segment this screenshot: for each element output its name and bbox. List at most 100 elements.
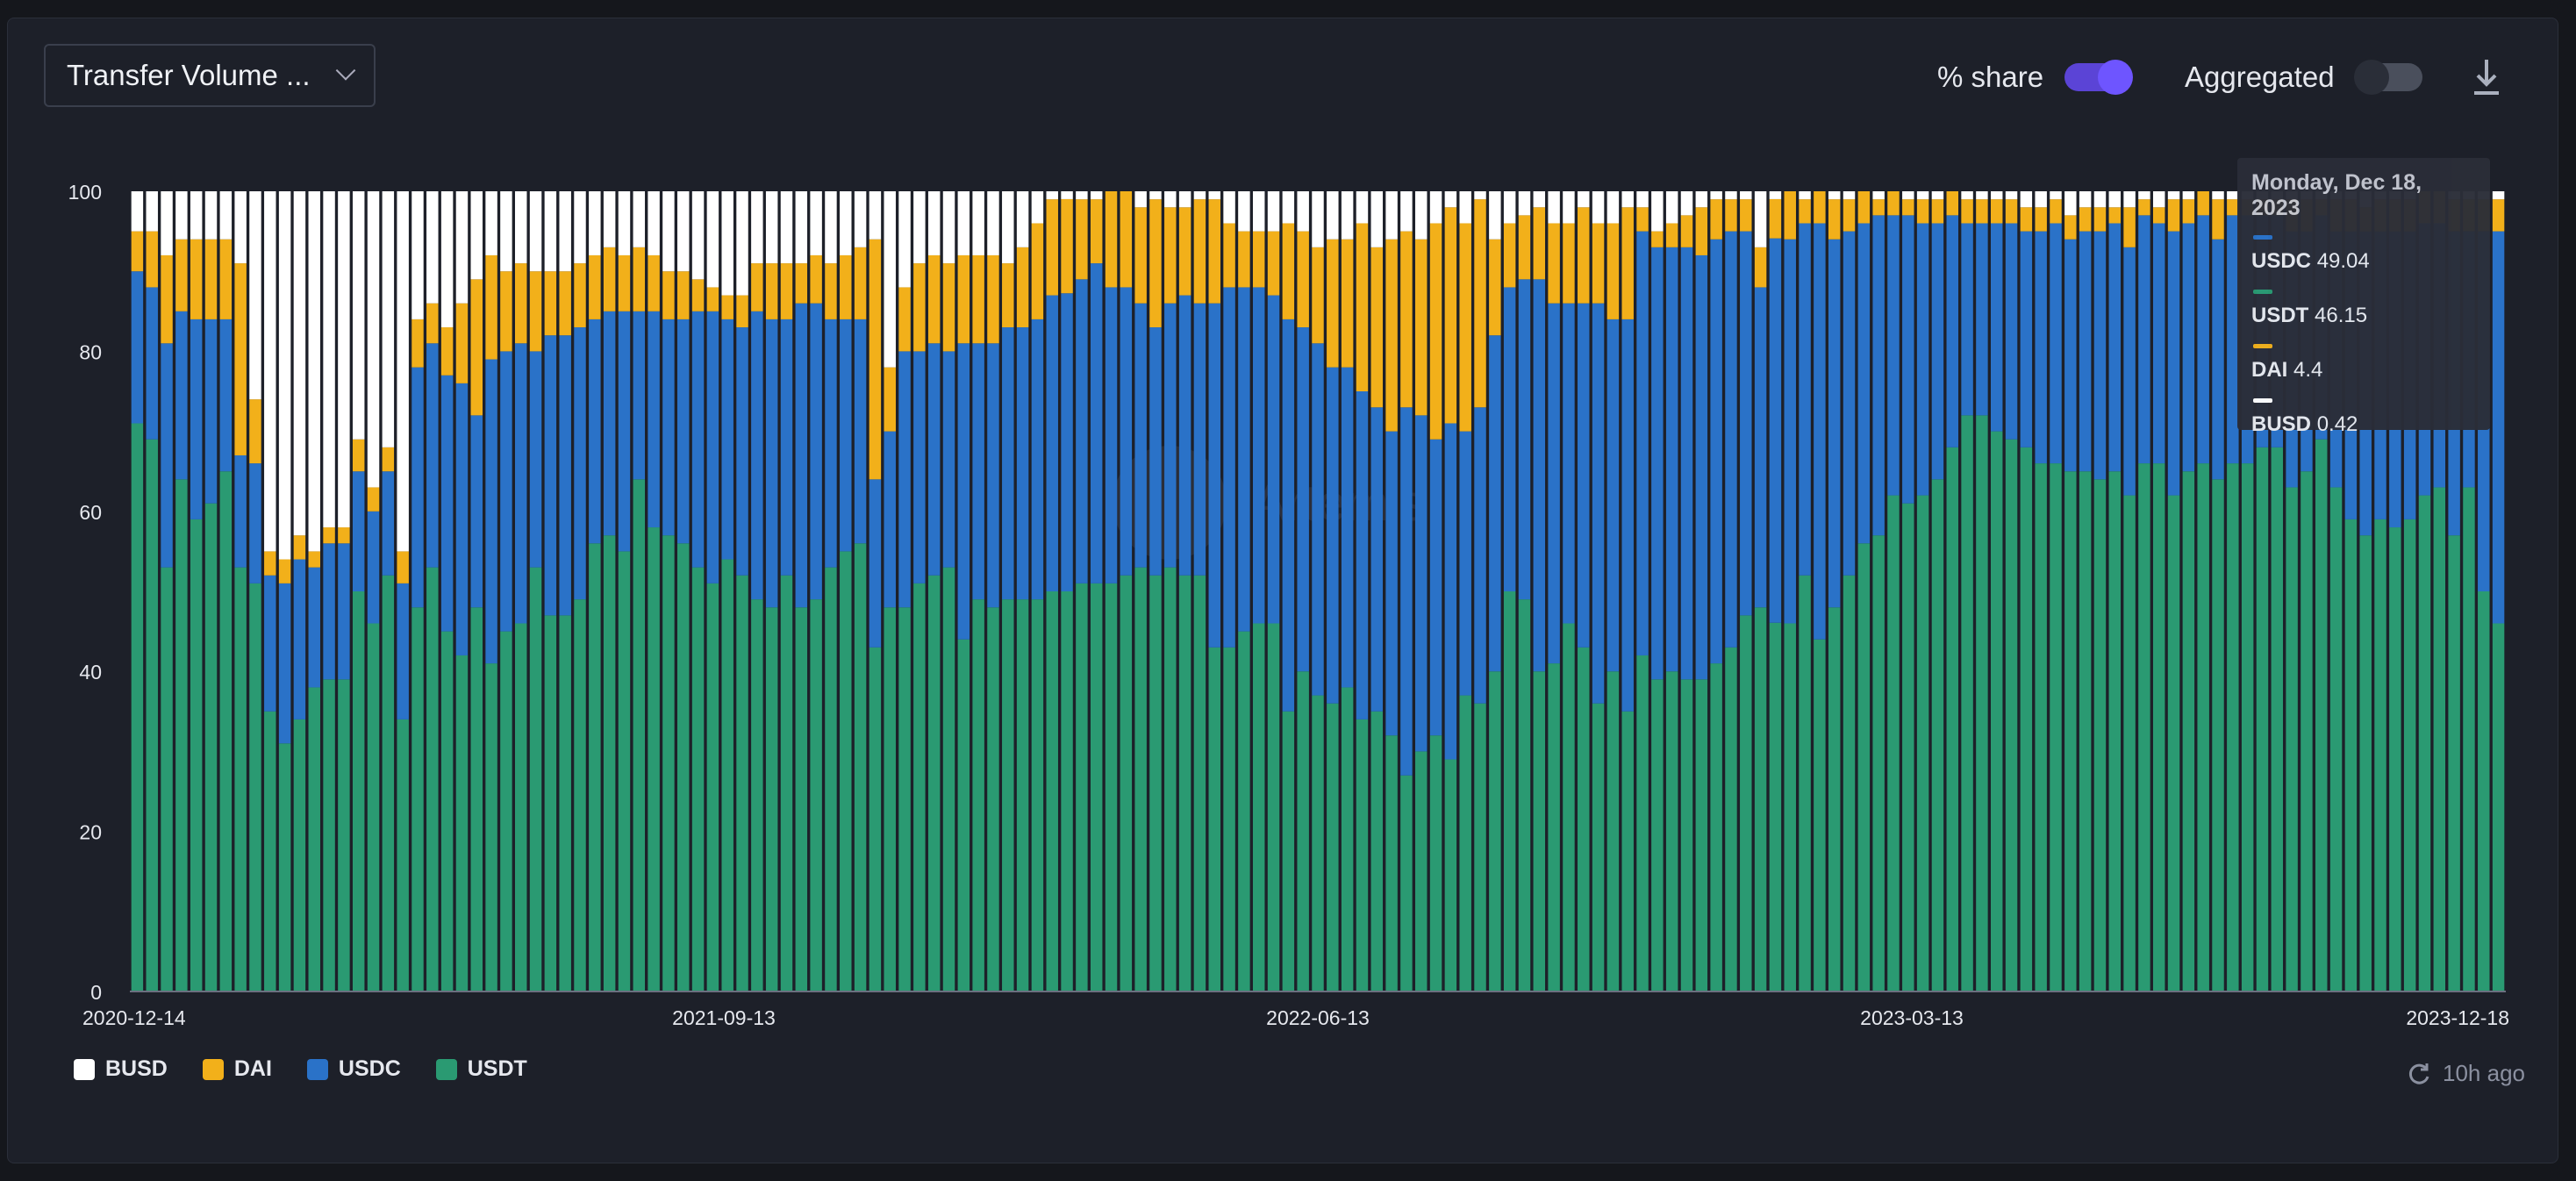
bar-segment-usdt[interactable]: [1754, 607, 1767, 991]
bar-segment-dai[interactable]: [219, 239, 233, 319]
bar-segment-usdt[interactable]: [1016, 599, 1029, 991]
bar-segment-dai[interactable]: [1651, 231, 1664, 247]
bar-segment-busd[interactable]: [1518, 191, 1531, 216]
bar-segment-dai[interactable]: [825, 263, 837, 319]
bar-segment-usdc[interactable]: [1946, 215, 1958, 447]
bar-segment-dai[interactable]: [2227, 199, 2239, 216]
bar-segment-usdt[interactable]: [1828, 607, 1841, 991]
bar-segment-usdc[interactable]: [1725, 231, 1737, 648]
bar-segment-usdt[interactable]: [161, 567, 173, 991]
bar-segment-usdc[interactable]: [1665, 247, 1678, 672]
bar-segment-busd[interactable]: [751, 191, 763, 264]
bar-segment-busd[interactable]: [338, 191, 350, 528]
bar-segment-usdc[interactable]: [765, 319, 778, 608]
bar-segment-usdt[interactable]: [603, 535, 616, 991]
bar-segment-dai[interactable]: [2079, 207, 2092, 232]
bar-segment-dai[interactable]: [987, 254, 999, 344]
bar-segment-busd[interactable]: [1916, 191, 1929, 200]
bar-segment-busd[interactable]: [1031, 191, 1044, 224]
bar-segment-dai[interactable]: [470, 279, 483, 416]
bar-segment-usdt[interactable]: [2448, 535, 2460, 991]
bar-segment-dai[interactable]: [2020, 207, 2033, 232]
bar-segment-usdc[interactable]: [1636, 231, 1649, 655]
bar-segment-busd[interactable]: [293, 191, 306, 536]
bar-segment-usdc[interactable]: [1680, 247, 1693, 680]
bar-segment-usdt[interactable]: [1193, 575, 1206, 991]
bar-segment-usdt[interactable]: [146, 439, 158, 992]
bar-segment-usdc[interactable]: [2064, 239, 2077, 472]
bar-segment-usdc[interactable]: [1356, 391, 1369, 719]
bar-segment-usdc[interactable]: [648, 311, 660, 528]
bar-segment-dai[interactable]: [1695, 207, 1708, 255]
bar-segment-dai[interactable]: [618, 254, 631, 311]
bar-segment-busd[interactable]: [1061, 191, 1073, 199]
bar-segment-dai[interactable]: [2035, 207, 2047, 232]
bar-segment-usdc[interactable]: [323, 543, 335, 680]
bar-segment-usdc[interactable]: [751, 311, 763, 600]
bar-segment-usdt[interactable]: [633, 479, 646, 991]
bar-segment-dai[interactable]: [1046, 199, 1058, 296]
bar-segment-dai[interactable]: [1016, 247, 1029, 328]
bar-segment-busd[interactable]: [1725, 191, 1737, 200]
bar-segment-dai[interactable]: [1857, 191, 1871, 224]
bar-segment-dai[interactable]: [854, 247, 867, 319]
bar-segment-usdc[interactable]: [2153, 223, 2165, 464]
bar-segment-usdt[interactable]: [293, 719, 306, 991]
bar-segment-usdt[interactable]: [1297, 671, 1309, 991]
bar-segment-busd[interactable]: [219, 191, 233, 240]
bar-segment-dai[interactable]: [2123, 207, 2136, 247]
bar-segment-dai[interactable]: [1164, 207, 1177, 304]
bar-segment-usdt[interactable]: [1976, 415, 1988, 991]
bar-segment-usdt[interactable]: [2093, 479, 2107, 991]
metric-select[interactable]: Transfer Volume ...: [44, 44, 376, 107]
bar-segment-busd[interactable]: [1961, 191, 1973, 200]
bar-segment-dai[interactable]: [721, 295, 733, 319]
bar-segment-dai[interactable]: [1193, 199, 1206, 304]
bar-segment-usdt[interactable]: [1857, 543, 1871, 991]
bar-segment-busd[interactable]: [987, 191, 999, 255]
bar-segment-usdc[interactable]: [987, 343, 999, 608]
bar-segment-dai[interactable]: [1503, 223, 1516, 288]
bar-segment-dai[interactable]: [338, 527, 350, 544]
bar-segment-dai[interactable]: [1208, 199, 1220, 304]
bar-segment-dai[interactable]: [706, 287, 719, 311]
bar-segment-usdc[interactable]: [264, 575, 276, 712]
bar-segment-usdc[interactable]: [2138, 215, 2150, 464]
bar-segment-usdc[interactable]: [2197, 215, 2209, 464]
bar-segment-dai[interactable]: [455, 303, 469, 383]
bar-segment-usdt[interactable]: [1710, 663, 1722, 991]
bar-segment-usdt[interactable]: [706, 583, 719, 991]
bar-segment-usdc[interactable]: [470, 415, 483, 608]
bar-segment-usdt[interactable]: [1002, 599, 1014, 991]
bar-segment-usdc[interactable]: [1061, 293, 1073, 591]
bar-segment-usdt[interactable]: [1533, 671, 1546, 991]
bar-segment-usdt[interactable]: [1120, 575, 1133, 991]
bar-segment-usdt[interactable]: [1252, 623, 1265, 991]
bar-segment-usdc[interactable]: [1282, 319, 1295, 712]
bar-segment-usdt[interactable]: [2064, 471, 2077, 991]
bar-segment-usdt[interactable]: [1503, 591, 1516, 991]
bar-segment-busd[interactable]: [308, 191, 320, 552]
bar-segment-busd[interactable]: [1090, 191, 1103, 200]
bar-segment-busd[interactable]: [411, 191, 424, 319]
bar-segment-usdc[interactable]: [884, 431, 896, 608]
bar-segment-usdc[interactable]: [1740, 231, 1752, 616]
bar-segment-usdt[interactable]: [795, 607, 808, 991]
bar-segment-usdc[interactable]: [352, 471, 365, 591]
bar-segment-usdc[interactable]: [662, 319, 675, 536]
bar-segment-dai[interactable]: [1636, 207, 1649, 232]
bar-segment-usdc[interactable]: [529, 351, 542, 568]
bar-segment-busd[interactable]: [1578, 191, 1590, 208]
bar-segment-busd[interactable]: [1370, 191, 1384, 247]
bar-segment-dai[interactable]: [1090, 199, 1103, 264]
bar-segment-usdc[interactable]: [338, 543, 350, 680]
bar-segment-usdt[interactable]: [2286, 487, 2298, 991]
bar-segment-busd[interactable]: [854, 191, 867, 247]
bar-segment-usdc[interactable]: [308, 567, 320, 688]
bar-segment-usdt[interactable]: [1990, 431, 2003, 992]
bar-segment-usdc[interactable]: [485, 359, 497, 664]
bar-segment-usdt[interactable]: [1164, 567, 1177, 991]
bar-segment-usdc[interactable]: [1931, 223, 1944, 480]
bar-segment-busd[interactable]: [840, 191, 852, 255]
bar-segment-dai[interactable]: [234, 263, 247, 455]
